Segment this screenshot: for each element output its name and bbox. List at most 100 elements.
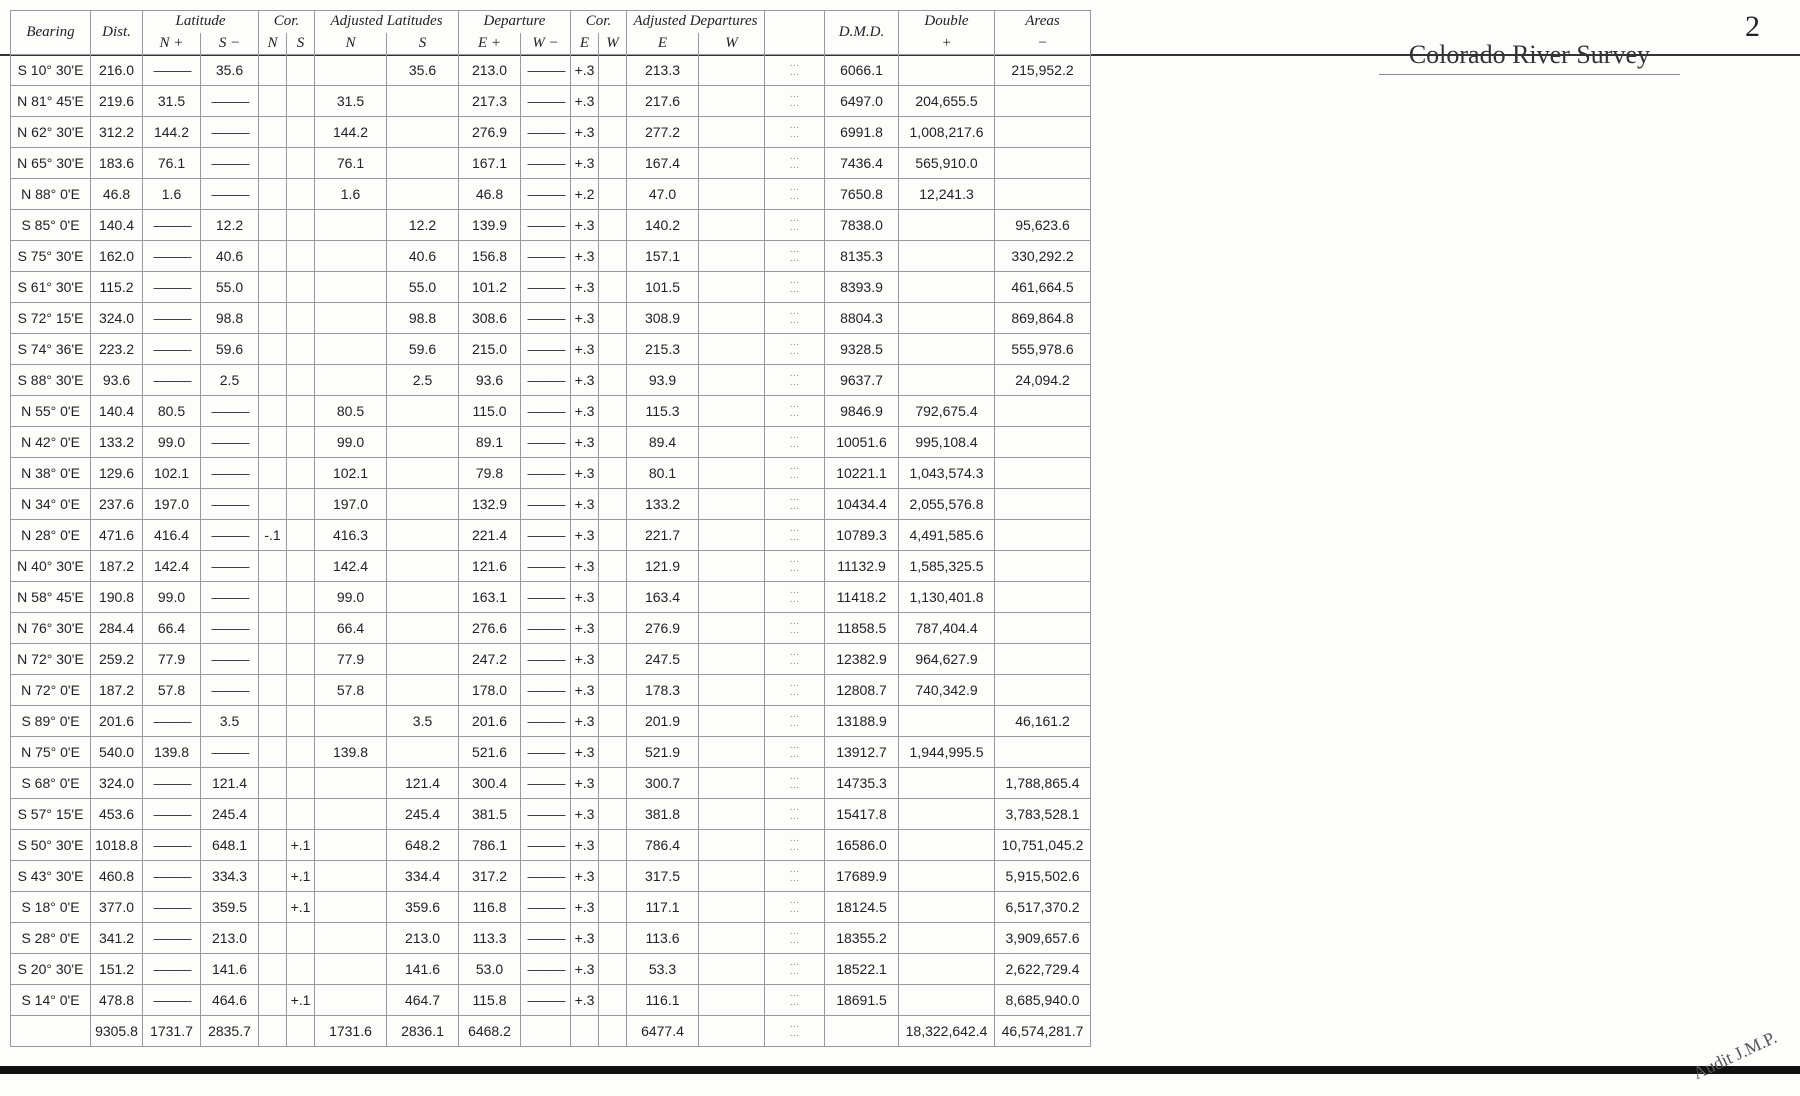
cell-corS bbox=[287, 520, 315, 551]
cell-depW: ——— bbox=[521, 582, 571, 613]
cell-latN: ——— bbox=[143, 241, 201, 272]
cell-dmd: 18124.5 bbox=[825, 892, 899, 923]
cell-depW: ——— bbox=[521, 985, 571, 1016]
cell-adjS bbox=[387, 737, 459, 768]
cell-bearing: N 28° 0'E bbox=[11, 520, 91, 551]
cell-bearing: N 42° 0'E bbox=[11, 427, 91, 458]
cell-corS bbox=[287, 799, 315, 830]
cell-dblP: 1,585,325.5 bbox=[899, 551, 995, 582]
cell-depW bbox=[521, 1016, 571, 1047]
cell-depW: ——— bbox=[521, 210, 571, 241]
cell-latS: ——— bbox=[201, 117, 259, 148]
cell-latS: ——— bbox=[201, 86, 259, 117]
cell-adE: 140.2 bbox=[627, 210, 699, 241]
cell-depW: ——— bbox=[521, 55, 571, 86]
cell-dblP bbox=[899, 210, 995, 241]
cell-dblM: 3,783,528.1 bbox=[995, 799, 1091, 830]
cell-corE: +.3 bbox=[571, 830, 599, 861]
cell-adjN bbox=[315, 954, 387, 985]
cell-depE: 93.6 bbox=[459, 365, 521, 396]
cell-depE: 381.5 bbox=[459, 799, 521, 830]
cell-corS bbox=[287, 768, 315, 799]
cell-adjS bbox=[387, 396, 459, 427]
cell-corE: +.3 bbox=[571, 675, 599, 706]
cell-corN bbox=[259, 334, 287, 365]
cell-dblM: 6,517,370.2 bbox=[995, 892, 1091, 923]
cell-adjN: 1.6 bbox=[315, 179, 387, 210]
cell-dblP bbox=[899, 706, 995, 737]
cell-dblM bbox=[995, 148, 1091, 179]
cell-depE: 215.0 bbox=[459, 334, 521, 365]
cell-corW bbox=[599, 55, 627, 86]
cell-latN: ——— bbox=[143, 830, 201, 861]
cell-corW bbox=[599, 427, 627, 458]
cell-corS bbox=[287, 272, 315, 303]
cell-latS: ——— bbox=[201, 551, 259, 582]
sub-depW: W − bbox=[521, 33, 571, 55]
cell-latS: 245.4 bbox=[201, 799, 259, 830]
cell-corE: +.3 bbox=[571, 551, 599, 582]
cell-scr: ······ bbox=[765, 303, 825, 334]
cell-dist: 46.8 bbox=[91, 179, 143, 210]
cell-dmd: 16586.0 bbox=[825, 830, 899, 861]
cell-bearing: N 75° 0'E bbox=[11, 737, 91, 768]
cell-dblP: 204,655.5 bbox=[899, 86, 995, 117]
cell-corN bbox=[259, 830, 287, 861]
cell-dmd: 18522.1 bbox=[825, 954, 899, 985]
cell-depW: ——— bbox=[521, 272, 571, 303]
cell-dblP: 1,043,574.3 bbox=[899, 458, 995, 489]
cell-depW: ——— bbox=[521, 768, 571, 799]
cell-latS: ——— bbox=[201, 520, 259, 551]
cell-dblM bbox=[995, 613, 1091, 644]
cell-adjN bbox=[315, 303, 387, 334]
cell-depW: ——— bbox=[521, 241, 571, 272]
table-row: S 75° 30'E162.0———40.640.6156.8———+.3157… bbox=[11, 241, 1091, 272]
cell-scr: ······ bbox=[765, 396, 825, 427]
table-row: S 74° 36'E223.2———59.659.6215.0———+.3215… bbox=[11, 334, 1091, 365]
cell-dmd: 10051.6 bbox=[825, 427, 899, 458]
cell-corN bbox=[259, 458, 287, 489]
cell-dblP: 1,130,401.8 bbox=[899, 582, 995, 613]
cell-adE: 133.2 bbox=[627, 489, 699, 520]
cell-latS: 59.6 bbox=[201, 334, 259, 365]
cell-dist: 183.6 bbox=[91, 148, 143, 179]
totals-row: 9305.81731.72835.71731.62836.16468.26477… bbox=[11, 1016, 1091, 1047]
cell-corE: +.3 bbox=[571, 303, 599, 334]
cell-adE: 247.5 bbox=[627, 644, 699, 675]
cell-dist: 324.0 bbox=[91, 768, 143, 799]
cell-adW bbox=[699, 148, 765, 179]
cell-corN bbox=[259, 365, 287, 396]
cell-corE: +.3 bbox=[571, 458, 599, 489]
cell-corS bbox=[287, 179, 315, 210]
cell-adjS: 40.6 bbox=[387, 241, 459, 272]
col-adjdep: Adjusted Departures bbox=[627, 11, 765, 33]
cell-corN: -.1 bbox=[259, 520, 287, 551]
cell-corE: +.3 bbox=[571, 644, 599, 675]
cell-dmd: 10221.1 bbox=[825, 458, 899, 489]
col-cor2: Cor. bbox=[571, 11, 627, 33]
cell-dmd: 9328.5 bbox=[825, 334, 899, 365]
cell-depE: 139.9 bbox=[459, 210, 521, 241]
cell-corW bbox=[599, 148, 627, 179]
cell-corN bbox=[259, 892, 287, 923]
cell-latN: ——— bbox=[143, 55, 201, 86]
cell-adW bbox=[699, 334, 765, 365]
cell-corN bbox=[259, 210, 287, 241]
cell-adE: 221.7 bbox=[627, 520, 699, 551]
cell-adE: 201.9 bbox=[627, 706, 699, 737]
table-row: S 61° 30'E115.2———55.055.0101.2———+.3101… bbox=[11, 272, 1091, 303]
cell-dblM: 3,909,657.6 bbox=[995, 923, 1091, 954]
cell-dist: 93.6 bbox=[91, 365, 143, 396]
cell-latN: ——— bbox=[143, 768, 201, 799]
cell-corN bbox=[259, 272, 287, 303]
cell-latN: ——— bbox=[143, 303, 201, 334]
cell-corS: +.1 bbox=[287, 861, 315, 892]
cell-corS bbox=[287, 86, 315, 117]
cell-depE: 156.8 bbox=[459, 241, 521, 272]
cell-dmd: 11132.9 bbox=[825, 551, 899, 582]
cell-depE: 163.1 bbox=[459, 582, 521, 613]
cell-corW bbox=[599, 582, 627, 613]
cell-corW bbox=[599, 396, 627, 427]
cell-dblM: 95,623.6 bbox=[995, 210, 1091, 241]
cell-scr: ······ bbox=[765, 55, 825, 86]
